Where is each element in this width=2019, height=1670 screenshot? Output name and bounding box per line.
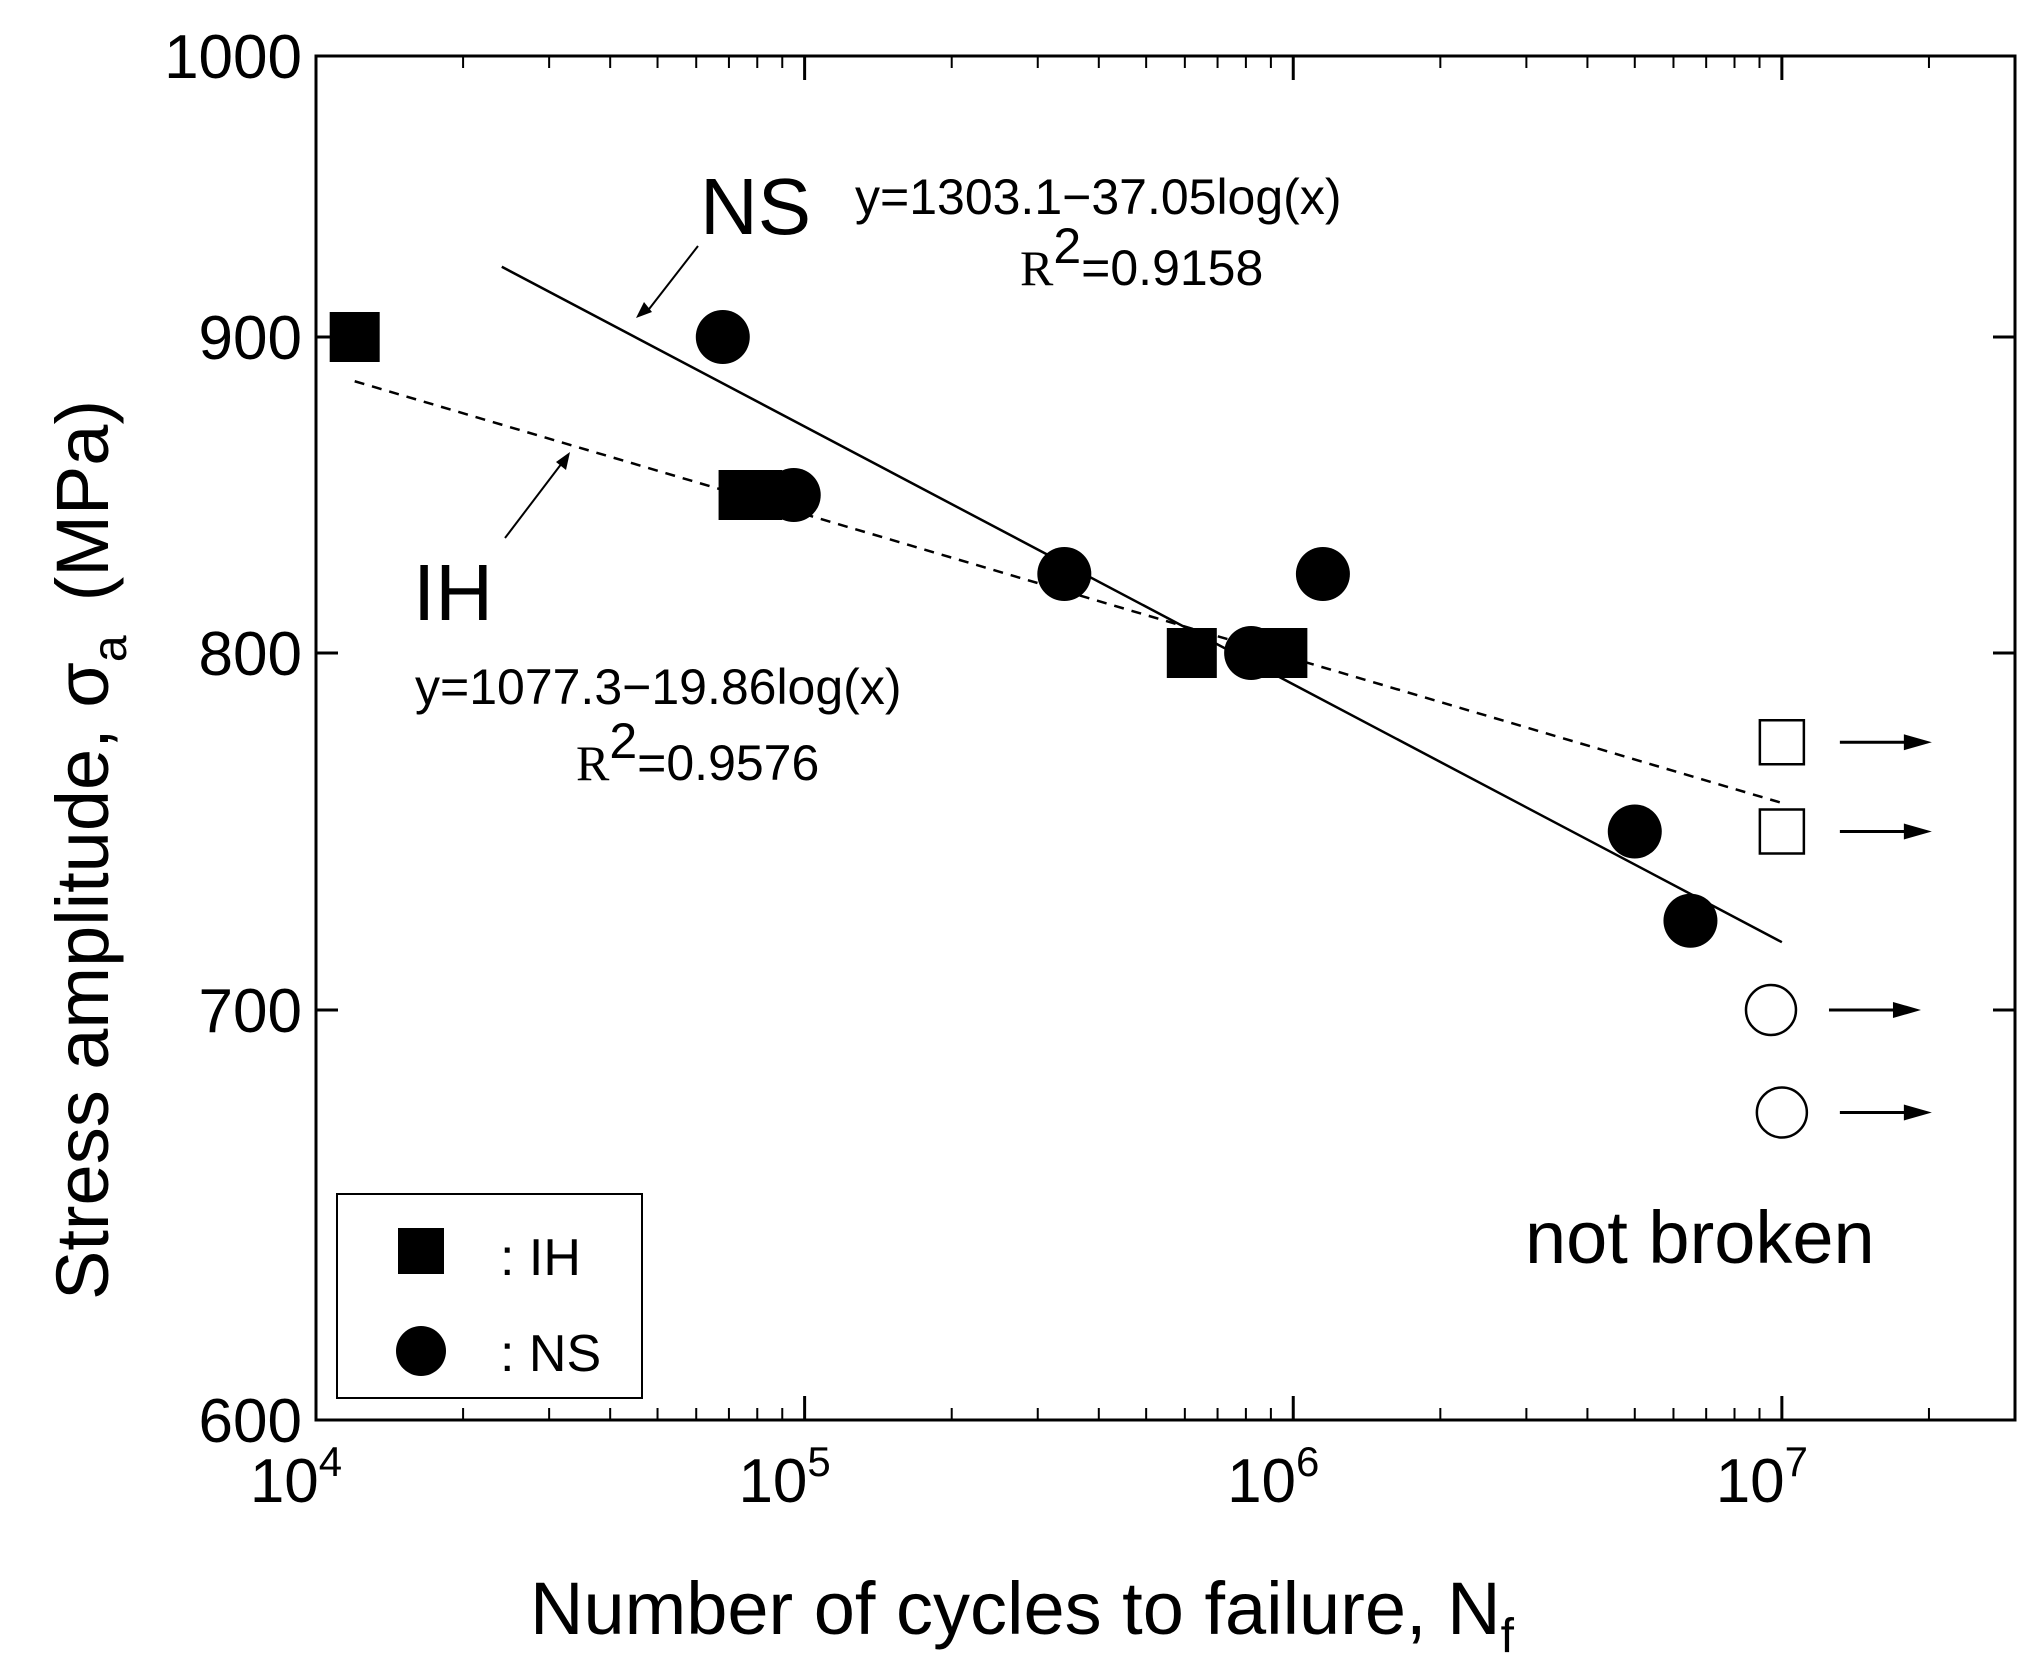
data-point-ns <box>1224 626 1279 680</box>
ns-fit-r2: R2=0.9158 <box>1020 218 1263 296</box>
runout-point-ih <box>1758 719 1806 766</box>
y-axis-title-main: Stress amplitude, σ <box>41 662 124 1300</box>
runout-point-ns <box>1755 1086 1809 1139</box>
fit-line-ns <box>501 265 1783 944</box>
runout-point-ih <box>1758 808 1806 855</box>
axis-ticks: 600 700 800 900 1000 104 105 106 107 <box>164 23 2015 1516</box>
y-tick-label: 600 <box>199 1387 302 1456</box>
x-axis-title-main: Number of cycles to failure, N <box>530 1567 1501 1650</box>
ih-r2-sup: 2 <box>609 713 637 769</box>
ih-fit-r2: R2=0.9576 <box>576 713 819 791</box>
ih-fit-label: IH <box>413 548 493 637</box>
y-tick-label: 800 <box>199 620 302 689</box>
ns-pointer-head <box>636 302 652 318</box>
plot-frame <box>314 54 2017 1422</box>
data-point-ns <box>1607 804 1662 859</box>
data-point-ns <box>1663 893 1718 948</box>
ns-fit-label: NS <box>700 162 811 251</box>
legend-ih-text: : IH <box>500 1229 581 1287</box>
runout-arrow-head <box>1903 823 1932 840</box>
data-point-ns <box>695 310 750 364</box>
runout-arrow-head <box>1892 1002 1921 1018</box>
ih-pointer-head <box>556 452 570 470</box>
ns-r2-sup: 2 <box>1053 218 1081 274</box>
y-tick-label: 700 <box>199 977 302 1046</box>
not-broken-arrows <box>1828 734 1932 1121</box>
y-axis-title-sub: a <box>84 635 137 662</box>
legend-square-marker <box>398 1228 444 1274</box>
x-tick-label: 104 <box>250 1438 342 1516</box>
x-axis-title-sub: f <box>1501 1610 1515 1663</box>
ih-r2-prefix: R <box>576 735 610 791</box>
ns-r2-value: =0.9158 <box>1081 240 1263 296</box>
ih-fit-equation: y=1077.3−19.86log(x) <box>415 659 901 715</box>
x-axis-title: Number of cycles to failure, Nf <box>530 1567 1515 1663</box>
ns-fit-equation: y=1303.1−37.05log(x) <box>855 169 1341 225</box>
data-point-ns <box>1295 547 1350 601</box>
legend-box <box>336 1193 643 1399</box>
y-axis-title: Stress amplitude, σa (MPa) <box>41 400 137 1300</box>
not-broken-label: not broken <box>1525 1196 1875 1279</box>
ns-pointer-line <box>645 245 699 314</box>
legend-circle-marker <box>396 1326 446 1376</box>
y-axis-title-unit: (MPa) <box>41 400 124 601</box>
fit-lines <box>354 265 1783 944</box>
ih-r2-value: =0.9576 <box>637 735 819 791</box>
ih-pointer-line <box>504 462 563 539</box>
data-markers <box>329 310 1809 1139</box>
runout-point-ns <box>1744 983 1798 1037</box>
ns-r2-prefix: R <box>1020 240 1054 296</box>
x-tick-label: 106 <box>1227 1438 1319 1516</box>
data-point-ih <box>1166 628 1217 678</box>
x-tick-label: 107 <box>1716 1438 1808 1516</box>
data-point-ih <box>329 312 380 362</box>
legend-ns-text: : NS <box>500 1325 601 1383</box>
x-tick-label: 105 <box>738 1438 830 1516</box>
runout-arrow-head <box>1903 734 1932 751</box>
y-tick-label: 1000 <box>164 23 302 92</box>
runout-arrow-head <box>1903 1104 1932 1121</box>
y-tick-label: 900 <box>199 304 302 373</box>
data-point-ns <box>766 468 821 522</box>
data-point-ns <box>1037 547 1092 601</box>
